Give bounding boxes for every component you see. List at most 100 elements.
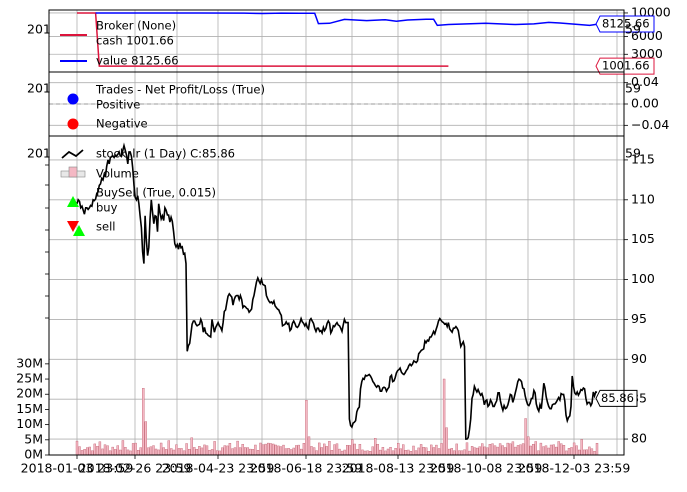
volume-bar bbox=[320, 447, 323, 456]
volume-bar bbox=[236, 440, 239, 456]
volume-bar bbox=[422, 447, 425, 456]
volume-bar bbox=[328, 441, 331, 456]
volume-bar bbox=[463, 449, 466, 456]
volume-bar bbox=[440, 443, 443, 456]
volume-bar bbox=[455, 443, 458, 456]
volume-bar bbox=[397, 443, 400, 456]
volume-bar bbox=[366, 450, 369, 456]
y-tick-label: 90 bbox=[631, 351, 647, 366]
last-value-tag bbox=[595, 389, 638, 407]
volume-bar bbox=[468, 450, 471, 456]
volume-bar bbox=[310, 446, 313, 456]
volume-bar bbox=[445, 427, 448, 456]
volume-bar bbox=[562, 445, 566, 456]
x-tick-label-fragment: 201 bbox=[27, 81, 51, 96]
volume-bar bbox=[430, 444, 433, 456]
volume-bar bbox=[177, 448, 181, 456]
volume-tick-label: 30M bbox=[16, 355, 43, 370]
volume-bar bbox=[580, 439, 583, 456]
volume-bar bbox=[435, 444, 438, 456]
volume-bar bbox=[134, 442, 137, 456]
volume-bar bbox=[195, 449, 199, 456]
legend-label: stock_lr (1 Day) C:85.86 bbox=[96, 147, 235, 161]
volume-bar bbox=[85, 447, 89, 456]
legend-label: buy bbox=[96, 201, 118, 215]
volume-bar bbox=[154, 448, 158, 456]
volume-bar bbox=[172, 449, 176, 456]
volume-bar bbox=[527, 436, 530, 456]
volume-tick-label: 20M bbox=[16, 386, 43, 401]
volume-bar bbox=[187, 449, 191, 456]
volume-bar bbox=[277, 445, 280, 456]
legend-swatch-volume bbox=[68, 166, 78, 178]
volume-bar bbox=[356, 449, 359, 456]
volume-bar bbox=[162, 447, 165, 456]
x-tick-label-fragment: 59 bbox=[625, 81, 641, 96]
volume-bar bbox=[549, 444, 553, 456]
volume-bar bbox=[381, 447, 385, 456]
volume-bar bbox=[542, 446, 545, 456]
volume-bar bbox=[346, 445, 349, 456]
volume-bar bbox=[88, 446, 91, 456]
volume-bar bbox=[353, 443, 356, 456]
volume-bars bbox=[75, 378, 599, 456]
volume-bar bbox=[249, 448, 252, 456]
y-tick-label: 115 bbox=[631, 151, 655, 166]
volume-bar bbox=[256, 450, 260, 456]
volume-bar bbox=[537, 450, 540, 456]
volume-bar bbox=[254, 444, 257, 456]
volume-bar bbox=[371, 446, 374, 456]
legend-label: Broker (None) bbox=[96, 19, 176, 33]
volume-bar bbox=[106, 445, 109, 456]
volume-bar bbox=[157, 449, 160, 456]
volume-bar bbox=[488, 444, 492, 456]
volume-bar bbox=[208, 450, 211, 456]
legend-marker-negative bbox=[67, 118, 79, 130]
volume-bar bbox=[243, 447, 247, 456]
legend-label: Volume bbox=[96, 167, 139, 181]
volume-bar bbox=[111, 446, 114, 456]
x-tick-label-fragment: 59 bbox=[625, 22, 641, 37]
volume-bar bbox=[159, 442, 163, 456]
volume-bar bbox=[504, 447, 507, 456]
x-tick-label: 2018-10-08 23:59 bbox=[430, 461, 543, 476]
volume-bar bbox=[78, 446, 81, 456]
volume-bar bbox=[506, 442, 509, 456]
volume-bar bbox=[269, 443, 272, 456]
volume-bar bbox=[565, 450, 568, 456]
volume-bar bbox=[409, 451, 413, 456]
volume-bar bbox=[129, 450, 132, 456]
volume-bar bbox=[330, 450, 334, 456]
volume-tick-label: 15M bbox=[16, 401, 43, 416]
x-tick-label-fragment: 201 bbox=[27, 146, 51, 161]
volume-bar bbox=[544, 445, 548, 456]
volume-bar bbox=[185, 443, 188, 456]
volume-bar bbox=[274, 444, 277, 456]
legend-label: value 8125.66 bbox=[96, 54, 179, 68]
last-value-label: 1001.66 bbox=[602, 59, 650, 73]
volume-bar bbox=[460, 450, 464, 456]
volume-bar bbox=[376, 444, 379, 456]
legend-label: sell bbox=[96, 220, 115, 234]
volume-bar bbox=[560, 443, 563, 456]
volume-bar bbox=[583, 449, 586, 456]
volume-bar bbox=[287, 448, 290, 456]
volume-bar bbox=[427, 451, 430, 456]
volume-bar bbox=[498, 443, 502, 456]
volume-bar bbox=[476, 447, 479, 456]
legend-label: Positive bbox=[96, 98, 140, 112]
volume-bar bbox=[335, 443, 339, 456]
y-tick-label: 80 bbox=[631, 431, 647, 446]
volume-bar bbox=[399, 448, 402, 456]
volume-bar bbox=[432, 447, 436, 456]
volume-tick-label: 5M bbox=[24, 431, 43, 446]
volume-bar bbox=[539, 442, 543, 456]
volume-bar bbox=[496, 446, 499, 456]
volume-bar bbox=[318, 442, 321, 456]
legend-label: cash 1001.66 bbox=[96, 34, 174, 48]
volume-bar bbox=[453, 450, 456, 456]
volume-bar bbox=[170, 448, 173, 456]
volume-bar bbox=[450, 448, 453, 456]
volume-bar bbox=[180, 448, 183, 456]
volume-bar bbox=[101, 448, 104, 456]
